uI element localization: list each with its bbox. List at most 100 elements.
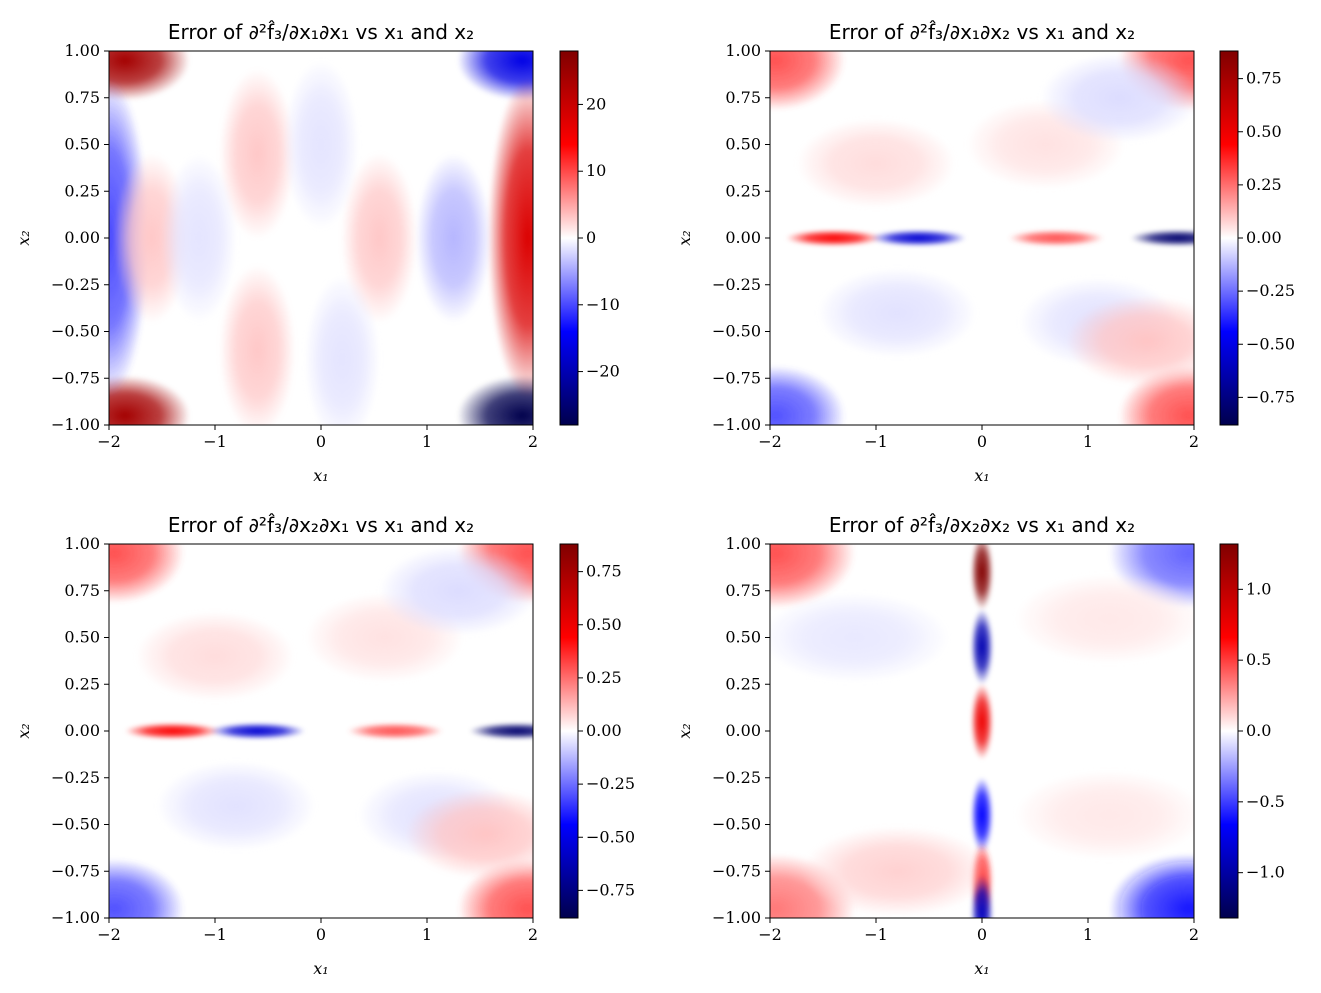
y-tick-label: −0.25 — [712, 275, 761, 294]
y-tick-label: 0.00 — [725, 228, 761, 247]
colorbar-tick-label: −0.50 — [586, 827, 635, 846]
heatmap-feature — [469, 723, 533, 739]
y-tick-label: −1.00 — [712, 415, 761, 434]
colorbar-tick-label: −0.50 — [1246, 334, 1295, 353]
heatmap-feature — [785, 230, 882, 246]
colorbar-tick-label: −0.25 — [1246, 281, 1295, 300]
heatmap-2 — [770, 51, 1194, 425]
x-tick-label: 0 — [977, 432, 987, 451]
heatmap-feature — [770, 544, 856, 609]
y-tick-label: 1.00 — [725, 534, 761, 553]
subplot-2: −2 −1 0 1 2 −1.00 −0.75 −0.50 −0.25 0.00 0.25 0.50 0… — [675, 20, 1295, 485]
colorbar-gradient — [1219, 543, 1239, 919]
y-tick-label: 0.75 — [64, 88, 100, 107]
heatmap-feature — [109, 544, 185, 604]
y-tick-label: 0.50 — [64, 628, 100, 647]
x-tick-label: −2 — [758, 432, 782, 451]
y-tick-label: −0.50 — [51, 322, 100, 341]
heatmap-feature — [1014, 573, 1194, 664]
y-tick-label: −0.50 — [712, 322, 761, 341]
heatmap-feature — [1008, 230, 1105, 246]
x-axis-label: x₁ — [974, 466, 989, 485]
colorbar-tick-label: 0.25 — [1246, 175, 1282, 194]
colorbar-tick-label: −20 — [586, 362, 620, 381]
y-tick-label: −0.50 — [712, 815, 761, 834]
heatmap-feature — [283, 59, 359, 230]
y-tick-label: −0.25 — [51, 768, 100, 787]
heatmap-feature — [770, 365, 846, 425]
y-tick-label: 0.75 — [725, 88, 761, 107]
chart-title: Error of ∂²f̂₃/∂x₁∂x₂ vs x₁ and x₂ — [829, 20, 1135, 44]
x-tick-label: 1 — [1083, 432, 1093, 451]
y-tick-label: 0.25 — [725, 674, 761, 693]
heatmap-feature — [796, 118, 956, 209]
x-tick-label: −1 — [864, 432, 888, 451]
y-tick-label: 0.75 — [725, 581, 761, 600]
colorbar-tick-label: 10 — [586, 161, 606, 180]
y-tick-label: −0.75 — [51, 861, 100, 880]
heatmap-feature — [971, 777, 993, 854]
y-tick-label: −0.50 — [51, 815, 100, 834]
y-tick-label: 1.00 — [725, 41, 761, 60]
y-tick-label: 0.25 — [64, 674, 100, 693]
colorbar-tick-label: 0.00 — [586, 721, 622, 740]
chart-title: Error of ∂²f̂₃/∂x₁∂x₁ vs x₁ and x₂ — [168, 20, 474, 44]
heatmap-feature — [347, 723, 444, 739]
y-tick-label: 0.50 — [725, 628, 761, 647]
heatmap-feature — [304, 274, 381, 425]
heatmap-feature — [124, 723, 221, 739]
y-tick-label: 0.75 — [64, 581, 100, 600]
colorbar-tick-label: 0.00 — [1246, 228, 1282, 247]
y-tick-label: −0.25 — [51, 275, 100, 294]
x-tick-label: 2 — [528, 432, 538, 451]
heatmap-feature — [971, 544, 993, 611]
colorbar-tick-label: 0.75 — [1246, 69, 1282, 88]
x-axis-label: x₁ — [313, 959, 328, 978]
chart-title: Error of ∂²f̂₃/∂x₂∂x₁ vs x₁ and x₂ — [168, 513, 474, 537]
colorbar-tick-label: 0.50 — [586, 615, 622, 634]
y-tick-label: −1.00 — [51, 908, 100, 927]
x-tick-label: 0 — [977, 925, 987, 944]
heatmap-feature — [109, 375, 190, 425]
colorbar-tick-label: −0.25 — [586, 774, 635, 793]
heatmap-feature — [1039, 52, 1194, 143]
subplot-1: −2 −1 0 1 2−1.00−0.75−0.50−0.250.000.250.500… — [14, 20, 620, 485]
colorbar-tick-label: 20 — [586, 94, 606, 113]
x-tick-label: 0 — [316, 432, 326, 451]
heatmap-feature — [817, 267, 978, 358]
heatmap-3 — [109, 544, 533, 918]
x-tick-label: −2 — [97, 925, 121, 944]
y-axis-label: x₂ — [675, 230, 694, 245]
x-tick-label: 1 — [422, 432, 432, 451]
y-axis-label: x₂ — [14, 230, 33, 245]
colorbar-tick-label: −10 — [586, 295, 620, 314]
heatmap-feature — [161, 153, 238, 323]
colorbar-tick-label: 0.5 — [1246, 650, 1271, 669]
y-tick-label: 0.50 — [725, 135, 761, 154]
y-tick-label: −1.00 — [712, 908, 761, 927]
x-tick-label: 1 — [422, 925, 432, 944]
heatmap-feature — [1014, 770, 1194, 861]
y-tick-label: 0.25 — [725, 181, 761, 200]
y-tick-label: −1.00 — [51, 415, 100, 434]
colorbar-tick-label: 0.25 — [586, 668, 622, 687]
x-axis-label: x₁ — [974, 959, 989, 978]
heatmap-feature — [770, 592, 950, 683]
heatmap-1 — [109, 51, 533, 425]
heatmap-feature — [1108, 853, 1194, 918]
x-tick-label: −1 — [203, 925, 227, 944]
x-tick-label: 2 — [528, 925, 538, 944]
y-axis-label: x₂ — [675, 723, 694, 738]
heatmap-4 — [770, 544, 1194, 918]
heatmap-feature — [135, 611, 295, 702]
subplot-4: −2 −1 0 1 2 −1.00 −0.75 −0.50 −0.25 0.00 0.25 0.50 0… — [675, 513, 1285, 978]
colorbar-tick-label: 1.0 — [1246, 579, 1271, 598]
y-tick-label: −0.75 — [712, 861, 761, 880]
y-tick-label: 1.00 — [64, 41, 100, 60]
x-tick-label: 2 — [1189, 432, 1199, 451]
colorbar-gradient — [559, 543, 579, 919]
heatmap-feature — [219, 265, 296, 425]
colorbar-1: −20 −10 0 10 20 — [559, 50, 620, 426]
